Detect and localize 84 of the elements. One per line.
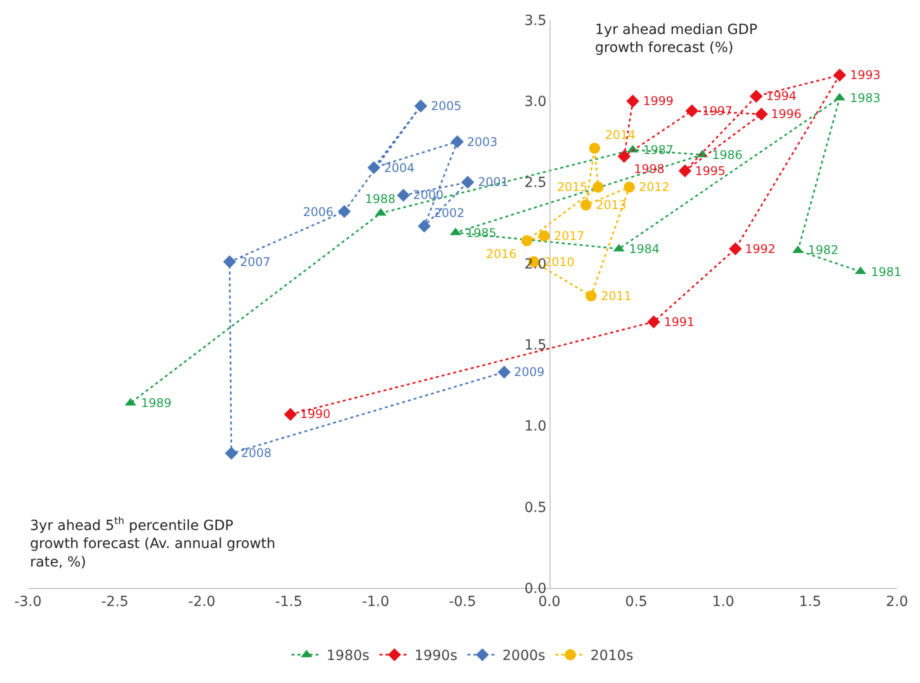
- annotation: 2004: [384, 161, 415, 175]
- point: [750, 90, 763, 103]
- annotation: 2006: [303, 205, 334, 219]
- point: [450, 135, 464, 148]
- x-tick-label: -3.0: [14, 594, 42, 610]
- annotation: 2009: [514, 365, 545, 379]
- annotation: 2001: [478, 175, 509, 189]
- y-tick-label: 1.5: [524, 337, 547, 354]
- point: [586, 290, 597, 302]
- y-axis-title: 1yr ahead median GDP growth forecast (%): [595, 22, 758, 56]
- annotation: 2012: [639, 180, 670, 194]
- point: [626, 94, 640, 108]
- point: [367, 161, 380, 174]
- legend-label: 1980s: [326, 648, 370, 664]
- point: [461, 176, 474, 189]
- annotation: 1996: [771, 107, 802, 121]
- x-tick-label: 1.5: [798, 594, 822, 610]
- annotation: 1986: [712, 148, 743, 162]
- x-tick-label: 0.5: [625, 594, 648, 610]
- annotation: 2003: [467, 135, 498, 149]
- annotation: 1990: [300, 407, 331, 421]
- point: [418, 220, 431, 233]
- annotation: 1999: [643, 94, 674, 108]
- point: [624, 182, 635, 193]
- annotation: 2016: [486, 247, 517, 261]
- annotation: 1992: [745, 242, 776, 256]
- point: [223, 255, 236, 268]
- annotation: 2010: [544, 255, 575, 269]
- x-axis-title: 3yr ahead 5$^{th}$ percentile GDP growth forecast (Av. annual growth rate, %): [30, 516, 276, 570]
- point: [678, 164, 692, 178]
- annotation: 2008: [241, 446, 272, 460]
- point: [728, 242, 742, 256]
- point: [618, 150, 631, 163]
- legend-label: 2010s: [590, 648, 634, 664]
- annotation: 1988: [365, 192, 396, 206]
- x-tick-label: -0.5: [448, 594, 476, 610]
- annotation: 1995: [695, 164, 726, 178]
- y-tick-label: 0.5: [524, 500, 547, 516]
- annotation: 2007: [240, 255, 271, 269]
- point: [414, 100, 428, 113]
- point: [538, 230, 550, 242]
- point: [833, 68, 846, 82]
- annotation: 2013: [596, 198, 627, 212]
- point: [592, 182, 604, 193]
- annotation: 1982: [808, 243, 839, 257]
- x-tick-label: -2.0: [188, 594, 216, 610]
- x-tick-label: 2.0: [886, 594, 908, 610]
- legend-label: 2000s: [502, 648, 546, 664]
- x-tick-label: -2.5: [101, 594, 129, 610]
- annotation: 2000: [413, 188, 444, 202]
- y-tick-label: 2.5: [524, 175, 547, 192]
- point: [754, 108, 768, 121]
- annotation: 1985: [466, 226, 497, 240]
- point: [396, 188, 410, 202]
- annotation: 2002: [434, 206, 465, 220]
- point: [498, 366, 511, 379]
- x-tick-label: 1.0: [712, 594, 734, 610]
- y-tick-label: 1.0: [524, 418, 547, 435]
- point: [580, 200, 592, 211]
- annotation: 1983: [850, 91, 881, 105]
- annotation: 2017: [554, 229, 585, 243]
- annotation: 1994: [766, 89, 797, 103]
- point: [284, 408, 297, 421]
- x-tick-label: -1.5: [275, 594, 302, 610]
- point: [685, 104, 698, 118]
- point: [589, 142, 600, 154]
- point: [338, 205, 351, 218]
- annotation: 1981: [871, 265, 902, 279]
- point: [647, 315, 660, 328]
- point: [224, 446, 238, 460]
- annotation: 1991: [664, 315, 695, 329]
- annotation: 2014: [605, 128, 636, 142]
- legend-label: 1990s: [414, 648, 458, 664]
- annotation: 1987: [643, 143, 674, 157]
- x-tick-label: -1.0: [362, 594, 390, 610]
- y-tick-label: 3.5: [524, 12, 547, 29]
- y-tick-label: 3.0: [524, 94, 547, 110]
- annotation: 2015: [557, 180, 588, 194]
- annotation: 1989: [141, 396, 172, 410]
- annotation: 2011: [601, 289, 632, 303]
- annotation: 1984: [629, 242, 660, 256]
- annotation: 2005: [431, 99, 462, 113]
- annotation: 1993: [850, 68, 881, 82]
- point: [521, 235, 532, 246]
